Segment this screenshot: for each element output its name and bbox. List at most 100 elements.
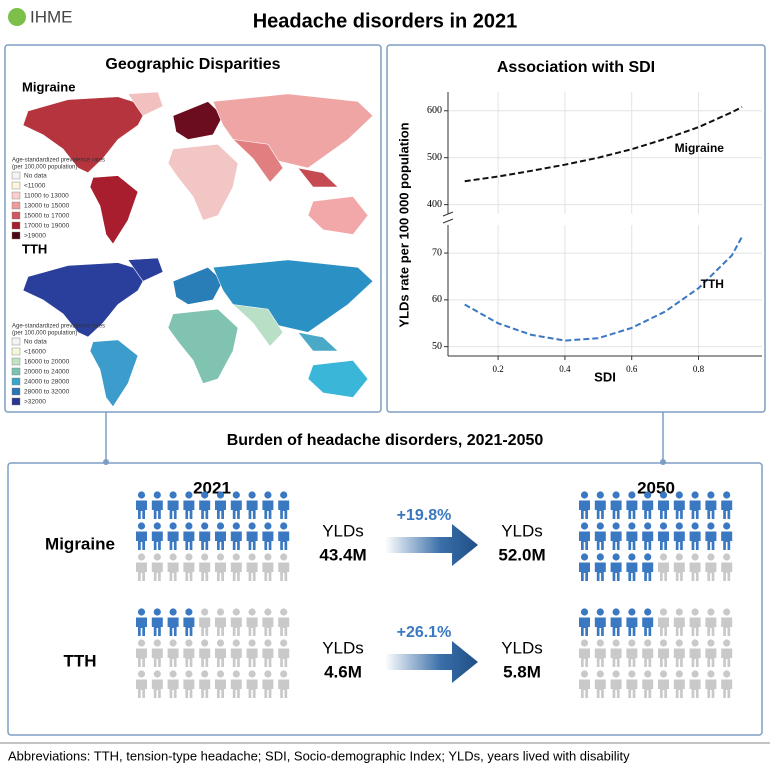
legend-swatch xyxy=(11,191,21,200)
person-icon xyxy=(230,639,242,667)
person-icon xyxy=(642,522,654,550)
x-tick-label: 0.8 xyxy=(693,364,705,374)
person-icon xyxy=(167,608,179,636)
legend-swatch xyxy=(11,357,21,366)
legend-swatch xyxy=(11,347,21,356)
logo-mark xyxy=(8,8,26,26)
region xyxy=(307,359,369,398)
start-value: 43.4M xyxy=(319,545,366,564)
legend-label: No data xyxy=(24,173,47,180)
y-axis-label: YLDs rate per 100 000 population xyxy=(396,122,411,327)
person-icon xyxy=(230,670,242,698)
legend-label: 13000 to 15000 xyxy=(24,203,70,210)
person-icon xyxy=(658,670,669,698)
person-icon xyxy=(610,522,622,550)
person-icon xyxy=(594,491,606,519)
metric-label: YLDs xyxy=(322,638,364,657)
legend-label: <16000 xyxy=(24,349,46,356)
legend-swatch xyxy=(11,201,21,210)
person-icon xyxy=(278,553,290,581)
person-icon xyxy=(230,553,242,581)
person-icon xyxy=(579,639,590,667)
person-icon xyxy=(183,670,195,698)
icon-grid xyxy=(136,491,290,581)
person-icon xyxy=(721,491,733,519)
axis-break xyxy=(442,211,454,217)
legend-title: Age-standardized prevalence rates xyxy=(12,324,105,330)
change-label: +26.1% xyxy=(397,624,452,641)
person-icon xyxy=(246,553,258,581)
person-icon xyxy=(642,553,654,581)
region xyxy=(212,259,374,333)
person-icon xyxy=(626,670,638,698)
person-icon xyxy=(246,522,258,550)
person-icon xyxy=(689,491,701,519)
map-label: Migraine xyxy=(22,79,75,94)
icon-grid xyxy=(136,608,290,698)
legend-swatch xyxy=(11,181,21,190)
legend-swatch xyxy=(11,171,21,180)
y-tick-label: 50 xyxy=(432,341,442,352)
legend-swatch xyxy=(11,397,21,406)
chart-panel xyxy=(386,44,766,413)
person-icon xyxy=(167,491,179,519)
legend-label: >32000 xyxy=(24,399,46,406)
x-tick-label: 0.4 xyxy=(559,364,571,374)
person-icon xyxy=(626,608,638,636)
person-icon xyxy=(246,608,258,636)
legend-title: (per 100,000 population) xyxy=(12,331,77,337)
person-icon xyxy=(594,553,606,581)
person-icon xyxy=(721,553,733,581)
icon-grid xyxy=(579,491,733,581)
person-icon xyxy=(673,670,685,698)
y-tick-label: 70 xyxy=(432,247,442,258)
person-icon xyxy=(658,553,669,581)
person-icon xyxy=(642,670,654,698)
person-icon xyxy=(673,553,685,581)
footer: Abbreviations: TTH, tension-type headach… xyxy=(8,748,630,763)
person-icon xyxy=(230,608,242,636)
row-label: TTH xyxy=(63,651,96,670)
person-icon xyxy=(658,608,669,636)
person-icon xyxy=(673,608,685,636)
end-value: 52.0M xyxy=(498,545,545,564)
legend-label: 17000 to 19000 xyxy=(24,223,70,230)
person-icon xyxy=(689,670,701,698)
line xyxy=(464,236,743,342)
person-icon xyxy=(579,491,590,519)
section-title: Burden of headache disorders, 2021-2050 xyxy=(227,432,544,449)
connector-dot xyxy=(103,459,109,465)
person-icon xyxy=(642,639,654,667)
metric-label: YLDs xyxy=(501,638,543,657)
person-icon xyxy=(215,670,226,698)
person-icon xyxy=(705,522,717,550)
end-value: 5.8M xyxy=(503,662,541,681)
panel-title: Geographic Disparities xyxy=(105,56,280,73)
panel-title: Association with SDI xyxy=(497,59,655,76)
person-icon xyxy=(594,522,606,550)
region xyxy=(297,167,339,188)
legend-label: No data xyxy=(24,339,47,346)
person-icon xyxy=(136,553,147,581)
person-icon xyxy=(278,608,290,636)
region xyxy=(297,331,339,352)
person-icon xyxy=(136,670,147,698)
person-icon xyxy=(594,639,606,667)
person-icon xyxy=(167,522,179,550)
metric-label: YLDs xyxy=(322,521,364,540)
person-icon xyxy=(199,639,211,667)
person-icon xyxy=(262,670,274,698)
person-icon xyxy=(136,491,147,519)
person-icon xyxy=(278,491,290,519)
person-icon xyxy=(183,608,195,636)
person-icon xyxy=(658,639,669,667)
person-icon xyxy=(594,670,606,698)
person-icon xyxy=(689,639,701,667)
person-icon xyxy=(278,670,290,698)
person-icon xyxy=(262,522,274,550)
page-title: Headache disorders in 2021 xyxy=(253,10,518,32)
legend-label: 15000 to 17000 xyxy=(24,213,70,220)
region xyxy=(307,196,369,235)
